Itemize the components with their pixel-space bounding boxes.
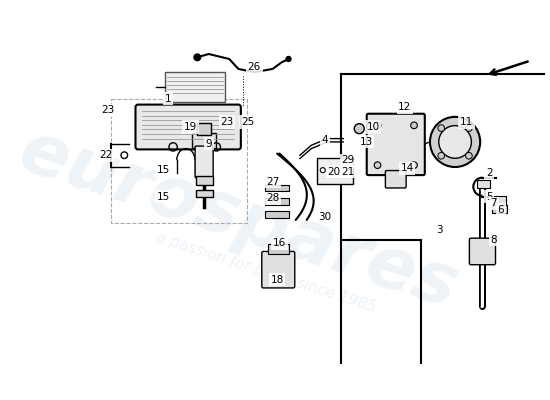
- Text: 12: 12: [398, 102, 411, 112]
- FancyBboxPatch shape: [386, 170, 406, 188]
- Text: 26: 26: [248, 62, 261, 72]
- FancyBboxPatch shape: [195, 146, 213, 178]
- Circle shape: [286, 56, 291, 62]
- FancyBboxPatch shape: [268, 244, 289, 254]
- Circle shape: [439, 126, 471, 158]
- Text: 14: 14: [400, 164, 414, 174]
- FancyBboxPatch shape: [469, 238, 496, 265]
- Text: 15: 15: [156, 192, 170, 202]
- Text: 8: 8: [491, 235, 497, 245]
- Circle shape: [438, 152, 444, 159]
- Text: 1: 1: [164, 94, 171, 104]
- Text: 18: 18: [271, 275, 284, 285]
- FancyBboxPatch shape: [492, 205, 507, 213]
- FancyBboxPatch shape: [265, 211, 289, 218]
- FancyBboxPatch shape: [195, 176, 213, 186]
- Circle shape: [438, 125, 444, 132]
- Circle shape: [194, 54, 201, 61]
- Text: 7: 7: [491, 198, 497, 208]
- Text: 3: 3: [436, 225, 442, 235]
- FancyBboxPatch shape: [477, 180, 490, 188]
- Text: 21: 21: [341, 167, 355, 177]
- Text: 29: 29: [341, 155, 355, 165]
- Circle shape: [430, 117, 480, 167]
- Text: 27: 27: [266, 177, 279, 187]
- Circle shape: [411, 162, 417, 168]
- Text: 13: 13: [360, 137, 373, 147]
- Text: 25: 25: [241, 117, 254, 127]
- Text: a passion for parts since 1985: a passion for parts since 1985: [153, 230, 378, 316]
- Text: 2: 2: [486, 168, 493, 178]
- Text: 23: 23: [102, 106, 115, 116]
- Circle shape: [411, 122, 417, 129]
- Text: 30: 30: [318, 212, 332, 222]
- Text: 10: 10: [366, 122, 379, 132]
- FancyBboxPatch shape: [166, 72, 224, 102]
- Circle shape: [374, 122, 381, 129]
- FancyBboxPatch shape: [265, 198, 289, 205]
- Text: 28: 28: [266, 193, 279, 203]
- Circle shape: [466, 125, 472, 132]
- FancyBboxPatch shape: [262, 252, 295, 288]
- Text: 22: 22: [100, 150, 113, 160]
- Text: 15: 15: [156, 165, 170, 175]
- FancyBboxPatch shape: [195, 190, 213, 197]
- Circle shape: [374, 162, 381, 168]
- FancyBboxPatch shape: [135, 105, 241, 149]
- Text: 23: 23: [221, 117, 234, 127]
- FancyBboxPatch shape: [317, 158, 353, 184]
- Text: 4: 4: [322, 135, 328, 145]
- FancyBboxPatch shape: [367, 114, 425, 175]
- Text: 11: 11: [460, 117, 473, 127]
- Text: 6: 6: [497, 205, 504, 215]
- Text: eurospares: eurospares: [10, 116, 466, 323]
- Text: 20: 20: [328, 167, 341, 177]
- Text: 16: 16: [273, 238, 286, 248]
- Circle shape: [320, 168, 325, 173]
- Text: 19: 19: [184, 122, 197, 132]
- FancyBboxPatch shape: [197, 123, 211, 135]
- Text: 9: 9: [205, 138, 212, 148]
- Circle shape: [354, 124, 364, 134]
- Circle shape: [466, 152, 472, 159]
- FancyBboxPatch shape: [265, 185, 289, 192]
- Text: 5: 5: [486, 192, 493, 202]
- FancyBboxPatch shape: [192, 133, 216, 148]
- FancyBboxPatch shape: [493, 196, 505, 205]
